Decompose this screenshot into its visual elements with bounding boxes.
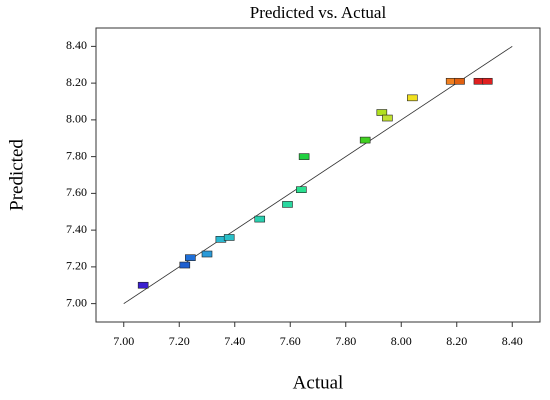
data-point	[382, 114, 393, 122]
data-point	[201, 250, 213, 258]
x-tick-label: 7.20	[169, 334, 190, 348]
plot-frame	[95, 27, 541, 323]
y-tick-label: 7.40	[66, 222, 87, 236]
x-tick-label: 8.40	[502, 334, 523, 348]
data-point	[185, 254, 196, 261]
y-tick-label: 8.20	[66, 75, 87, 89]
y-tick-label: 7.20	[66, 259, 87, 273]
y-tick-label: 7.00	[66, 295, 87, 309]
data-point	[298, 153, 310, 160]
y-axis-label: Predicted	[6, 139, 27, 211]
x-tick-label: 7.40	[224, 334, 245, 348]
x-tick-label: 7.60	[280, 334, 301, 348]
data-point	[359, 136, 371, 144]
data-point	[223, 234, 235, 241]
data-point	[454, 77, 465, 85]
data-point	[407, 94, 418, 102]
x-tick-label: 8.20	[446, 334, 467, 348]
y-tick-label: 7.80	[66, 148, 87, 162]
data-point	[376, 109, 388, 116]
x-axis-label: Actual	[293, 372, 344, 393]
data-point	[481, 77, 493, 85]
x-tick-label: 7.80	[335, 334, 356, 348]
y-tick-label: 8.40	[66, 38, 87, 52]
data-point	[179, 261, 191, 269]
data-point	[296, 186, 307, 193]
y-tick-label: 7.60	[66, 185, 87, 199]
x-tick-label: 8.00	[391, 334, 412, 348]
data-point	[282, 201, 293, 208]
x-tick-label: 7.00	[113, 334, 134, 348]
chart-title: Predicted vs. Actual	[250, 3, 387, 22]
data-point	[137, 281, 149, 289]
y-tick-label: 8.00	[66, 112, 87, 126]
data-point	[254, 215, 266, 223]
